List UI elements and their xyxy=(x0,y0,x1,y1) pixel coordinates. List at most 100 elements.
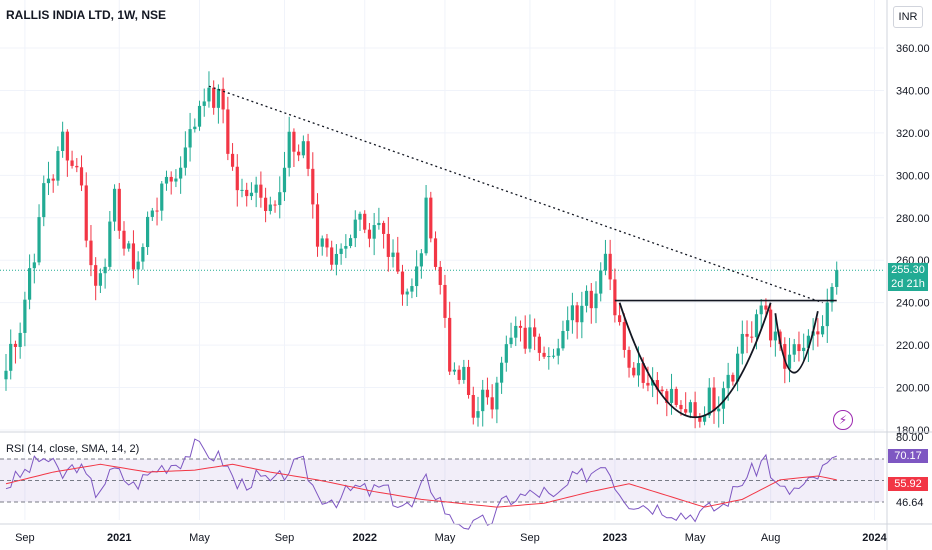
candle-body xyxy=(504,344,508,363)
candle-body xyxy=(264,197,268,212)
candle-body xyxy=(547,356,551,358)
candle-body xyxy=(424,197,428,254)
candle-body xyxy=(736,353,740,382)
candle-body xyxy=(556,348,560,356)
candle-body xyxy=(155,210,159,212)
candle-body xyxy=(830,286,834,303)
candle-body xyxy=(561,330,565,349)
candle-body xyxy=(537,336,541,353)
candle-body xyxy=(13,343,18,347)
candle-body xyxy=(108,221,112,267)
candle-body xyxy=(79,167,84,186)
candle-body xyxy=(787,354,792,369)
candle-body xyxy=(112,188,117,222)
time-tick-label: May xyxy=(189,532,210,544)
candle-body xyxy=(311,168,315,205)
price-tick-label: 180.00 xyxy=(896,425,930,437)
candle-body xyxy=(651,380,655,386)
candle-body xyxy=(136,261,140,270)
candle-body xyxy=(61,131,65,151)
candle-body xyxy=(731,374,735,382)
candle-body xyxy=(698,417,702,422)
candle-body xyxy=(835,270,839,287)
candle-body xyxy=(160,183,164,211)
candle-body xyxy=(367,229,372,239)
candle-body xyxy=(820,326,825,335)
candle-body xyxy=(131,243,136,270)
candle-body xyxy=(254,184,258,193)
currency-button[interactable]: INR xyxy=(893,6,923,28)
candle-body xyxy=(419,253,423,267)
candle-body xyxy=(740,333,744,354)
candle-body xyxy=(551,355,556,357)
candle-body xyxy=(164,176,169,184)
candle-body xyxy=(28,268,32,300)
rsi-legend[interactable]: RSI (14, close, SMA, 14, 2) xyxy=(6,443,140,455)
candle-body xyxy=(334,253,338,265)
candle-body xyxy=(226,109,230,154)
lightning-icon[interactable]: ⚡︎ xyxy=(833,410,853,430)
candle-body xyxy=(179,167,183,179)
candle-body xyxy=(212,87,216,108)
candle-body xyxy=(146,216,150,248)
bar-countdown: 2d 21h xyxy=(891,278,925,291)
candle-body xyxy=(358,213,362,220)
candle-body xyxy=(712,387,716,412)
time-tick-label: Aug xyxy=(761,532,781,544)
candle-body xyxy=(660,389,664,392)
candle-body xyxy=(792,344,796,355)
candle-body xyxy=(622,322,626,350)
candle-body xyxy=(481,389,485,412)
time-tick-label: May xyxy=(685,532,706,544)
candle-body xyxy=(386,233,390,257)
candle-body xyxy=(764,305,768,310)
candle-body xyxy=(32,262,36,269)
candle-body xyxy=(268,204,272,212)
candle-body xyxy=(603,253,608,271)
candle-body xyxy=(500,362,504,383)
candle-body xyxy=(306,141,310,169)
candle-body xyxy=(169,176,173,182)
candle-body xyxy=(618,315,622,323)
candle-body xyxy=(485,389,490,398)
candle-body xyxy=(665,391,669,403)
time-tick-label: 2021 xyxy=(107,532,131,544)
rsi-tick-label: 80.00 xyxy=(896,432,924,444)
rsi-line xyxy=(5,438,837,530)
rsi-tick-label: 46.64 xyxy=(896,497,924,509)
candle-body xyxy=(122,230,126,249)
candle-body xyxy=(410,286,414,292)
candle-body xyxy=(117,188,121,231)
candle-body xyxy=(679,404,683,410)
candle-body xyxy=(802,347,806,352)
candle-body xyxy=(599,270,603,294)
candle-body xyxy=(51,178,55,181)
candle-body xyxy=(202,101,206,106)
candle-body xyxy=(443,284,447,318)
candle-body xyxy=(372,225,376,239)
candle-body xyxy=(391,252,395,257)
candle-body xyxy=(325,238,329,248)
candle-body xyxy=(282,167,287,193)
candle-body xyxy=(589,290,593,309)
symbol-title[interactable]: RALLIS INDIA LTD, 1W, NSE xyxy=(6,8,167,22)
candle-body xyxy=(56,150,60,181)
price-tick-label: 300.00 xyxy=(896,170,930,182)
candle-body xyxy=(240,189,244,191)
candle-body xyxy=(65,131,69,161)
rsi-sma-line xyxy=(5,463,837,508)
price-tick-label: 340.00 xyxy=(896,85,930,97)
candle-body xyxy=(448,317,452,372)
candle-body xyxy=(330,247,334,265)
candle-body xyxy=(655,380,659,390)
candle-body xyxy=(452,369,456,372)
candle-body xyxy=(89,240,93,266)
candle-body xyxy=(806,335,810,348)
candle-body xyxy=(363,213,367,230)
candle-body xyxy=(783,344,787,369)
candle-body xyxy=(608,253,612,280)
candle-body xyxy=(636,363,641,376)
candle-body xyxy=(674,388,678,405)
candle-body xyxy=(533,327,537,337)
